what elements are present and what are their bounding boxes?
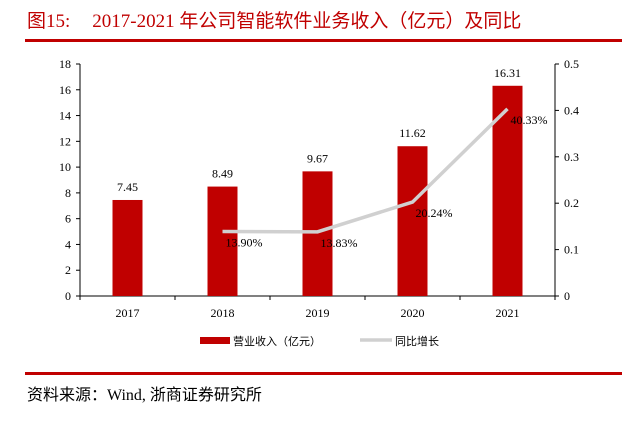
right-tick-label: 0.1 (564, 243, 579, 257)
line-data-label: 20.24% (416, 206, 453, 220)
x-tick-label: 2017 (116, 306, 140, 320)
x-tick-label: 2018 (211, 306, 235, 320)
chart: 0 2 4 6 8 10 12 14 16 18 0 0.1 0.2 0.3 0.4 0.5 2017 2018 2… (59, 57, 579, 348)
right-tick-label: 0.4 (564, 103, 579, 117)
left-tick-label: 12 (59, 134, 71, 148)
left-tick-label: 16 (59, 83, 71, 97)
legend-label-revenue: 营业收入（亿元） (233, 334, 321, 348)
legend-swatch-revenue (200, 337, 230, 344)
top-rule (25, 39, 622, 42)
bar-2019 (302, 171, 333, 296)
line-data-label: 13.90% (226, 236, 263, 250)
left-tick-label: 8 (65, 186, 71, 200)
left-tick-label: 2 (65, 263, 71, 277)
right-tick-label: 0 (564, 289, 570, 303)
left-tick-label: 18 (59, 57, 71, 71)
left-tick-label: 4 (65, 237, 71, 251)
line-data-label: 13.83% (321, 236, 358, 250)
x-tick-label: 2019 (306, 306, 330, 320)
bar-data-label: 7.45 (117, 180, 138, 194)
left-tick-label: 6 (65, 212, 71, 226)
bar-2018 (207, 186, 238, 296)
figure-number: 图15: (27, 11, 71, 32)
legend-label-growth: 同比增长 (395, 334, 439, 348)
bar-2020 (397, 146, 428, 296)
right-tick-label: 0.3 (564, 150, 579, 164)
left-tick-label: 0 (65, 289, 71, 303)
right-tick-label: 0.2 (564, 196, 579, 210)
growth-line (222, 107, 509, 234)
bar-data-label: 16.31 (494, 66, 521, 80)
title-text: 2017-2021 年公司智能软件业务收入（亿元）及同比 (92, 11, 522, 32)
bar-data-label: 9.67 (307, 151, 328, 165)
bottom-rule (25, 372, 622, 375)
x-tick-label: 2020 (401, 306, 425, 320)
bar-2017 (112, 199, 143, 296)
left-tick-label: 10 (59, 160, 71, 174)
bar-data-label: 8.49 (212, 167, 233, 181)
source-note: 资料来源：Wind, 浙商证券研究所 (27, 387, 262, 404)
chart-title: 图15: 2017-2021 年公司智能软件业务收入（亿元）及同比 (27, 6, 521, 33)
bar-data-label: 11.62 (399, 126, 426, 140)
x-tick-label: 2021 (496, 306, 520, 320)
right-tick-label: 0.5 (564, 57, 579, 71)
line-data-label: 40.33% (511, 113, 548, 127)
left-tick-label: 14 (59, 109, 71, 123)
